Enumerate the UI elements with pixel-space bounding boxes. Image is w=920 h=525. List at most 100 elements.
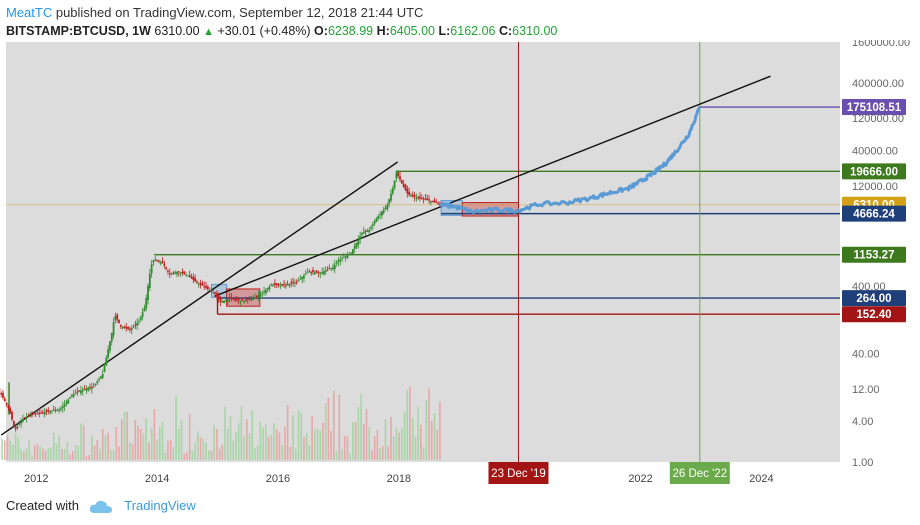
candle-body xyxy=(205,285,207,288)
candle-body xyxy=(118,319,120,324)
candle-body xyxy=(219,298,222,303)
vertical-markers xyxy=(517,42,701,462)
volume-bar xyxy=(9,440,12,460)
candle-body xyxy=(54,410,57,412)
volume-bar xyxy=(289,446,292,460)
candle-body xyxy=(243,300,246,302)
candle-body xyxy=(292,281,294,284)
volume-bar xyxy=(235,432,237,460)
created-with-text: Created with xyxy=(6,498,79,513)
volume-bar xyxy=(63,448,66,460)
volume-bar xyxy=(31,455,33,460)
ohlc-line: BITSTAMP:BTCUSD, 1W 6310.00 ▲ +30.01 (+0… xyxy=(6,22,906,40)
candle-body xyxy=(371,224,374,226)
volume-bar xyxy=(20,449,22,460)
level-tag xyxy=(842,290,906,307)
volume-bar xyxy=(3,440,6,460)
volume-bar xyxy=(14,433,17,460)
volume-bar xyxy=(346,436,349,460)
candle-body xyxy=(424,198,427,200)
volume-bar xyxy=(373,436,376,460)
up-arrow-icon: ▲ xyxy=(203,26,214,38)
candle-body xyxy=(25,416,28,419)
candle-body xyxy=(172,272,175,274)
candle-body xyxy=(344,256,347,258)
candle-body xyxy=(105,357,108,366)
symbol-label[interactable]: BITSTAMP:BTCUSD, 1W xyxy=(6,24,151,38)
volume-bar xyxy=(23,451,25,460)
volume-bar xyxy=(202,439,205,460)
candle-body xyxy=(264,289,267,294)
price-tick-label: 1600000.00 xyxy=(852,40,910,49)
candle-body xyxy=(69,397,71,399)
last-price: 6310.00 xyxy=(154,24,200,38)
candle-body xyxy=(206,286,209,289)
tradingview-link[interactable]: TradingView xyxy=(124,498,196,513)
volume-bar xyxy=(311,415,313,460)
candle-body xyxy=(16,426,19,428)
volume-bar xyxy=(216,428,218,460)
candle-body xyxy=(433,200,436,203)
trendline xyxy=(214,75,771,297)
volume-bar xyxy=(137,425,139,460)
candle-body xyxy=(317,271,320,273)
candle-body xyxy=(428,199,430,201)
candle-body xyxy=(80,390,82,394)
candle-body xyxy=(310,271,313,274)
candle-body xyxy=(339,259,342,262)
volume-bar xyxy=(183,453,186,460)
volume-bar xyxy=(101,429,104,460)
volume-bar xyxy=(324,403,327,460)
candle-body xyxy=(299,278,302,280)
candle-body xyxy=(408,191,410,195)
price-tick-label: 12.00 xyxy=(852,384,880,396)
candle-body xyxy=(96,381,99,384)
volume-bar xyxy=(17,438,20,460)
candle-body xyxy=(85,388,88,391)
volume-bar xyxy=(112,450,115,460)
volume-bar xyxy=(349,453,351,460)
date-tag-label: 26 Dec '22 xyxy=(672,468,727,480)
plot-area[interactable] xyxy=(6,42,840,462)
volume-bar xyxy=(314,429,316,460)
candle-body xyxy=(232,298,235,300)
published-text: published on TradingView.com, September … xyxy=(52,5,424,20)
volume-bar xyxy=(39,446,41,460)
volume-bar xyxy=(379,448,381,460)
candle-body xyxy=(257,295,260,299)
volume-bar xyxy=(368,427,371,460)
time-axis[interactable] xyxy=(6,462,916,490)
candle-body xyxy=(58,409,61,411)
candle-body xyxy=(397,172,400,177)
candle-body xyxy=(31,414,33,416)
candle-body xyxy=(183,271,186,274)
author-link[interactable]: MeatTC xyxy=(6,5,53,20)
candle-body xyxy=(9,408,12,414)
volume-bar xyxy=(433,413,436,460)
candle-body xyxy=(266,288,269,290)
volume-bar xyxy=(352,422,354,460)
candle-body xyxy=(123,326,126,328)
candle-body xyxy=(163,263,166,266)
volume-bars xyxy=(0,386,441,460)
candle-body xyxy=(364,230,367,232)
price-tick-label: 400000.00 xyxy=(852,78,904,90)
volume-bar xyxy=(161,422,164,460)
candle-body xyxy=(223,300,226,304)
volume-bar xyxy=(420,424,422,460)
volume-bar xyxy=(33,445,36,460)
candle-body xyxy=(239,300,242,303)
volume-bar xyxy=(164,452,167,460)
volume-bar xyxy=(47,447,50,460)
candle-body xyxy=(161,261,164,264)
candle-body xyxy=(98,378,100,380)
time-tick-label: 2024 xyxy=(749,473,773,485)
price-chart[interactable]: 1.00 4.00 12.00 40.00 400.00 12000.00 40000.00… xyxy=(0,40,920,492)
candle-body xyxy=(203,286,206,288)
volume-bar xyxy=(118,446,120,460)
candle-body xyxy=(324,270,327,272)
volume-bar xyxy=(50,447,52,460)
candle-body xyxy=(326,269,329,271)
volume-bar xyxy=(69,454,71,460)
tradingview-cloud-icon xyxy=(89,500,112,513)
